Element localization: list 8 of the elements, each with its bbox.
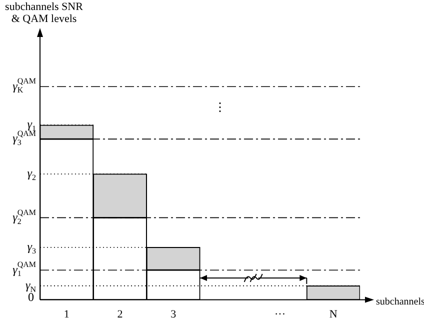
x-tick-label: 2 bbox=[117, 308, 123, 320]
text: 0 bbox=[28, 290, 34, 304]
x-tick-label: 1 bbox=[64, 308, 70, 320]
x-tick-label: N bbox=[329, 308, 338, 320]
x-tick-label: 3 bbox=[170, 308, 177, 320]
x-tick-label: ··· bbox=[274, 308, 286, 320]
text: ⋮ bbox=[214, 100, 226, 114]
text: subchannels SNR & QAM levels bbox=[5, 0, 84, 25]
